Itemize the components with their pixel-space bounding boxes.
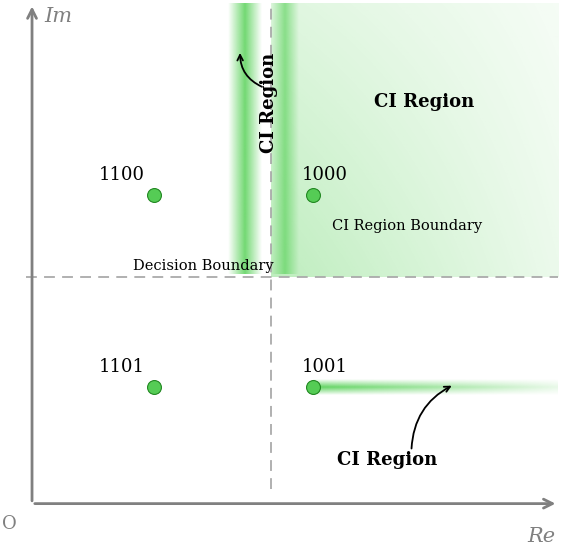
Point	[150, 383, 159, 391]
Point	[150, 191, 159, 200]
Text: 1100: 1100	[99, 166, 145, 184]
Text: Im: Im	[44, 7, 72, 26]
Text: 1000: 1000	[301, 166, 347, 184]
Text: O: O	[2, 515, 17, 533]
Text: CI Region: CI Region	[260, 52, 278, 152]
Text: 1001: 1001	[301, 358, 347, 376]
Text: CI Region Boundary: CI Region Boundary	[332, 219, 482, 233]
Text: CI Region: CI Region	[374, 93, 474, 111]
Text: Decision Boundary: Decision Boundary	[133, 259, 274, 274]
Text: Re: Re	[527, 527, 555, 546]
Text: CI Region: CI Region	[337, 451, 437, 469]
Point	[309, 383, 318, 391]
Text: 1101: 1101	[99, 358, 145, 376]
Point	[309, 191, 318, 200]
